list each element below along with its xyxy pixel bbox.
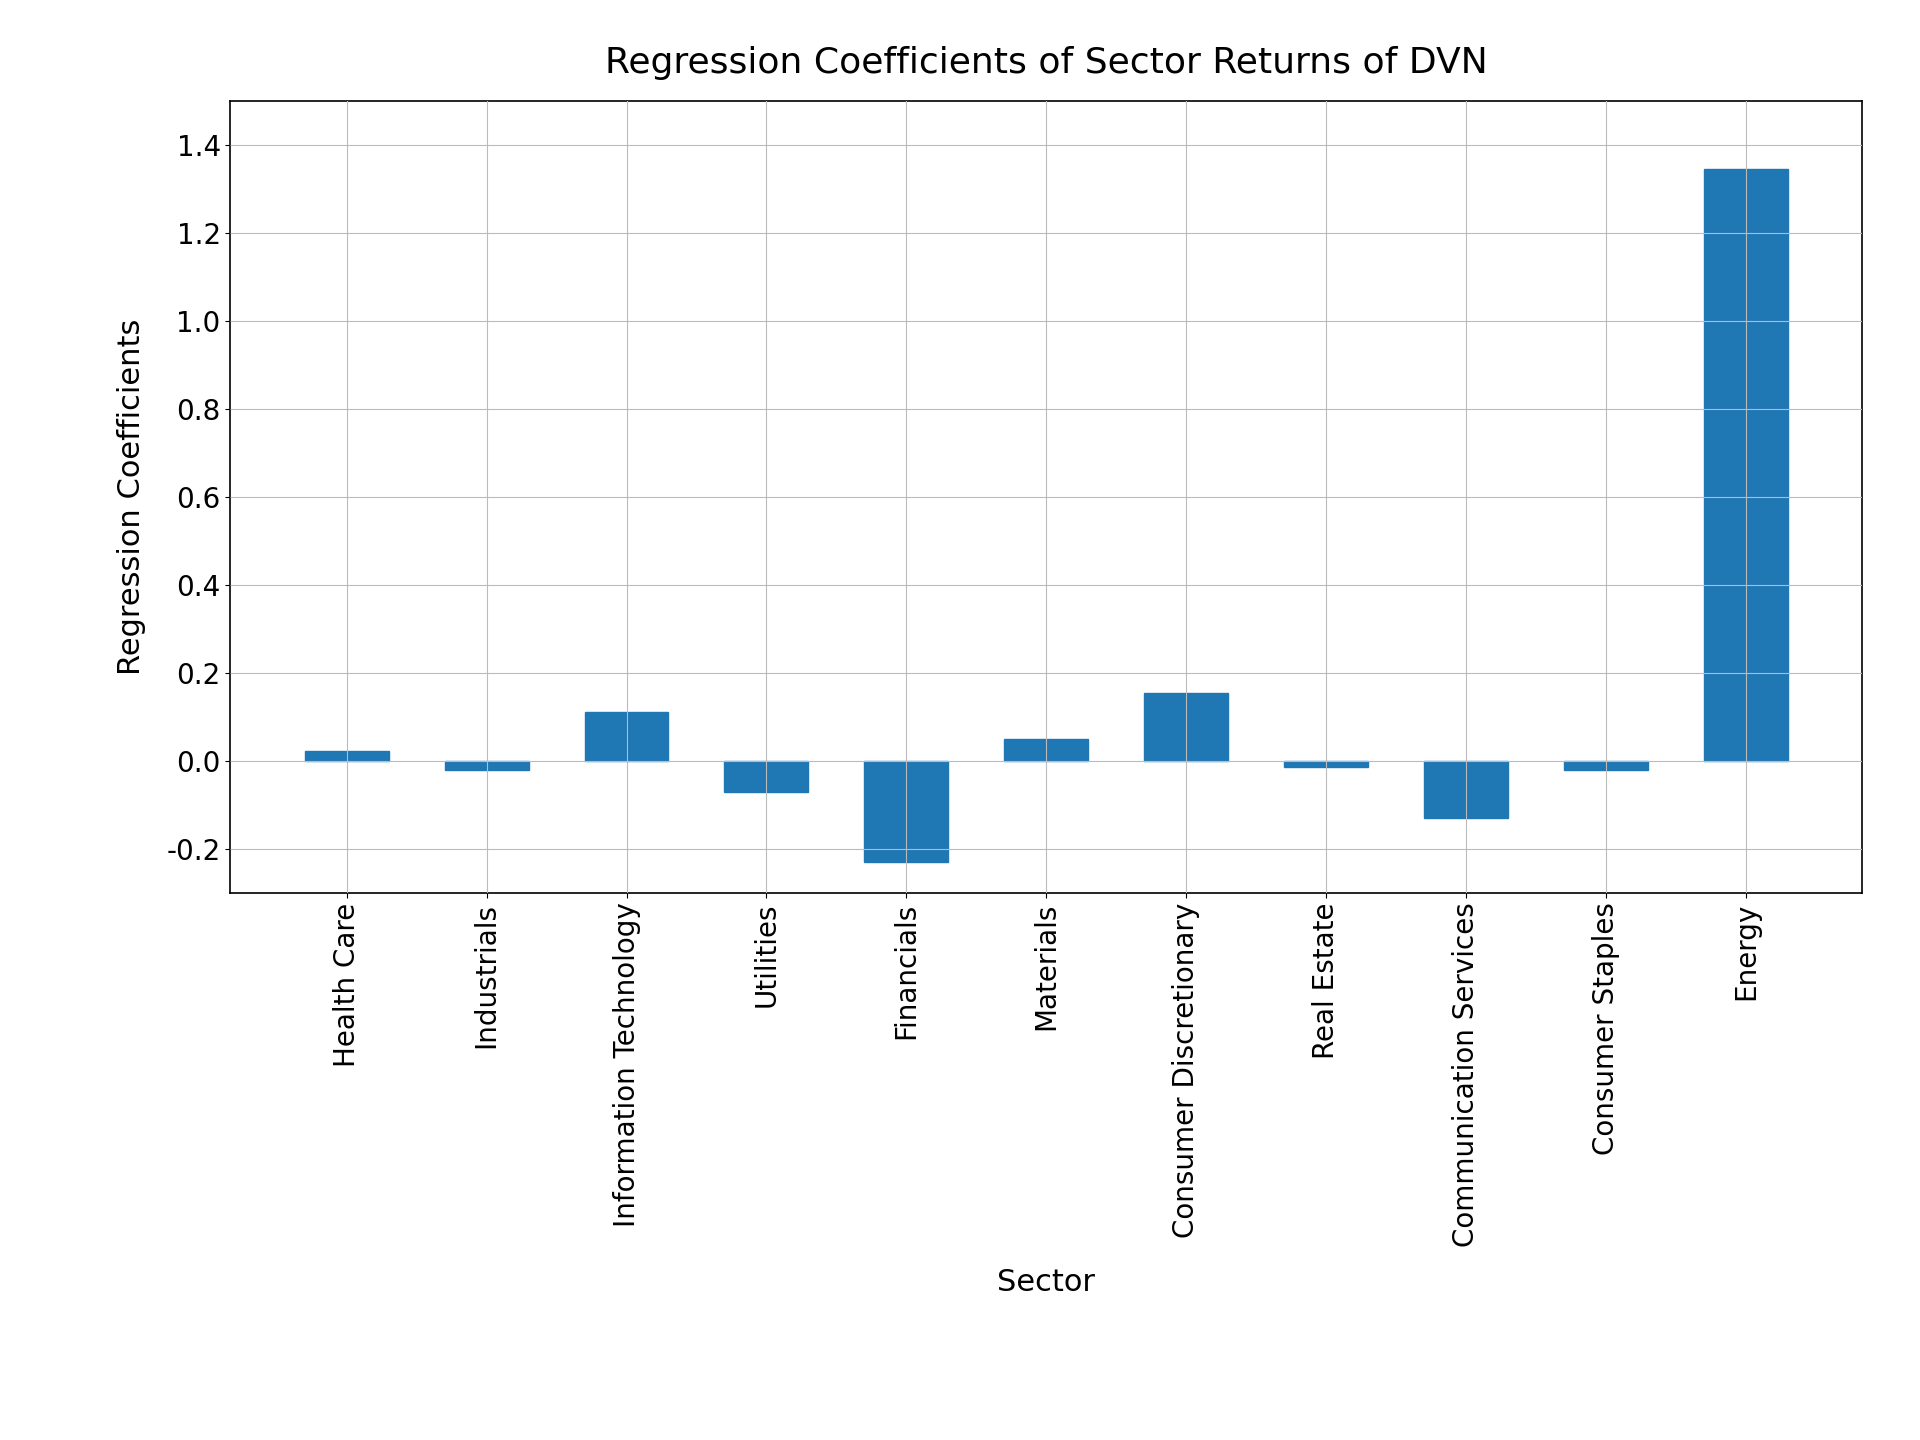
Bar	[1004, 739, 1089, 760]
Bar	[305, 752, 388, 760]
Bar	[1705, 168, 1788, 760]
Bar	[584, 713, 668, 760]
Bar	[1565, 760, 1647, 769]
Bar	[724, 760, 808, 792]
Bar	[1425, 760, 1509, 818]
Bar	[445, 760, 528, 769]
Title: Regression Coefficients of Sector Returns of DVN: Regression Coefficients of Sector Return…	[605, 46, 1488, 81]
Y-axis label: Regression Coefficients: Regression Coefficients	[117, 318, 146, 675]
Bar	[1144, 693, 1229, 760]
X-axis label: Sector: Sector	[996, 1269, 1096, 1297]
Bar	[864, 760, 948, 863]
Bar	[1284, 760, 1369, 768]
